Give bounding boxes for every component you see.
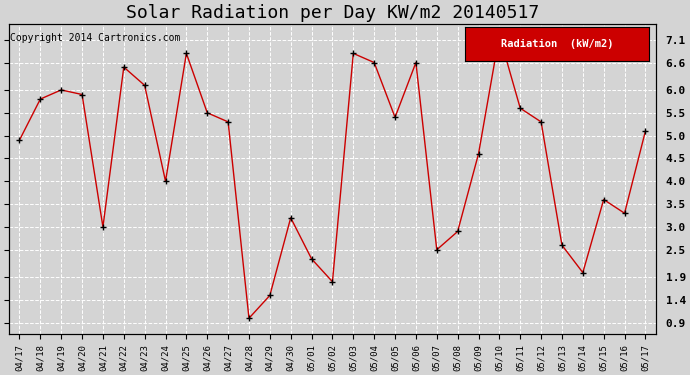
Text: Copyright 2014 Cartronics.com: Copyright 2014 Cartronics.com: [10, 33, 181, 43]
Title: Solar Radiation per Day KW/m2 20140517: Solar Radiation per Day KW/m2 20140517: [126, 4, 539, 22]
